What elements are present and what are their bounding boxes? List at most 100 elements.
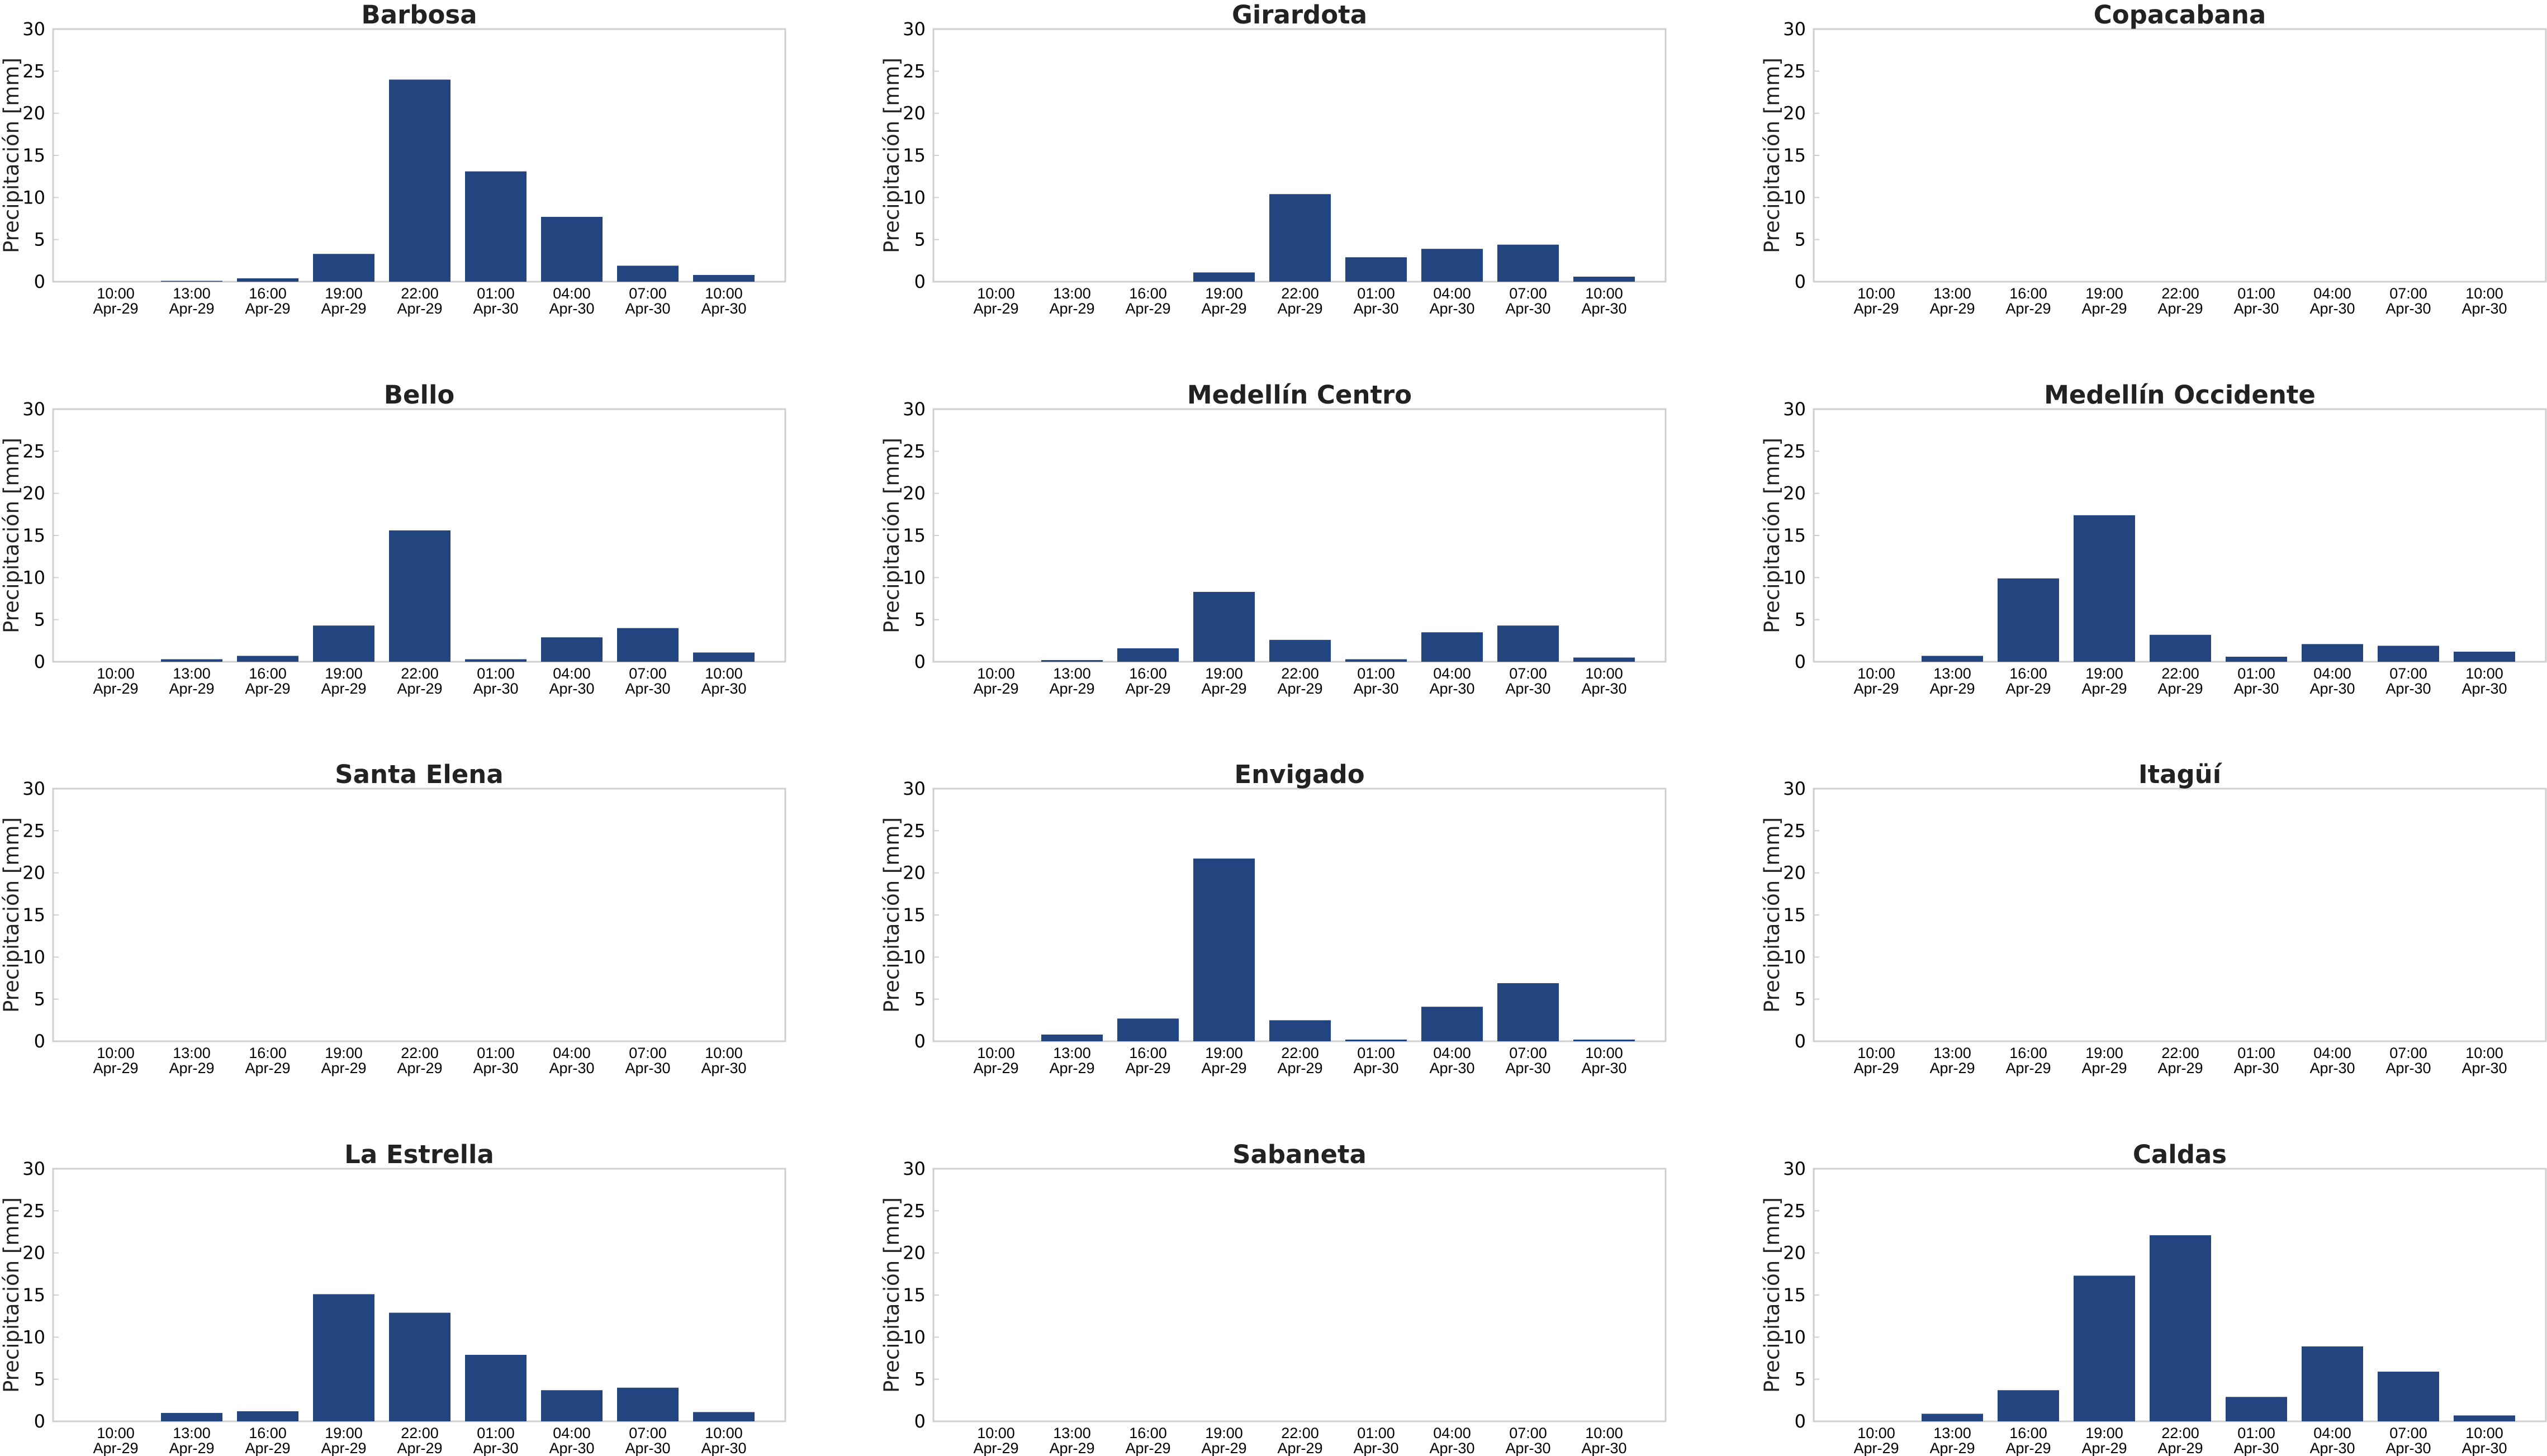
- x-tick-label: 19:00 Apr-29: [321, 1425, 366, 1456]
- x-tick-label: 07:00 Apr-30: [1505, 665, 1550, 697]
- y-tick-label: 30: [22, 778, 45, 799]
- y-tick-label: 10: [903, 567, 926, 588]
- y-tick-label: 25: [22, 1200, 45, 1221]
- x-tick-label: 10:00 Apr-29: [1853, 1425, 1899, 1456]
- chart-title: Caldas: [2133, 1140, 2227, 1169]
- y-tick-label: 5: [1795, 229, 1806, 250]
- subplot: Sabaneta Precipitación [mm] 0 5 10 15 20 25 30 10…: [880, 1140, 1667, 1456]
- x-tick-label: 07:00 Apr-30: [625, 665, 670, 697]
- x-tick-label: 04:00 Apr-30: [549, 665, 594, 697]
- x-tick-label: 10:00 Apr-29: [93, 285, 138, 317]
- y-tick-label: 30: [903, 778, 926, 799]
- x-tick-label: 16:00 Apr-29: [245, 1425, 290, 1456]
- x-tick-label: 07:00 Apr-30: [2385, 285, 2431, 317]
- bar: [1269, 194, 1331, 282]
- y-tick-label: 20: [1783, 483, 1806, 504]
- x-tick-label: 16:00 Apr-29: [1125, 665, 1170, 697]
- x-tick-label: 04:00 Apr-30: [2309, 1045, 2355, 1076]
- x-tick-label: 16:00 Apr-29: [245, 1045, 290, 1076]
- x-tick-label: 07:00 Apr-30: [625, 1425, 670, 1456]
- bar: [1421, 1007, 1483, 1041]
- y-tick-label: 5: [914, 989, 926, 1010]
- x-tick-label: 04:00 Apr-30: [549, 285, 594, 317]
- y-tick-label: 15: [1783, 904, 1806, 926]
- bar: [693, 274, 755, 282]
- bar: [1922, 656, 1983, 662]
- x-tick-label: 07:00 Apr-30: [2385, 1425, 2431, 1456]
- y-tick-label: 20: [22, 483, 45, 504]
- x-tick-label: 13:00 Apr-29: [169, 665, 214, 697]
- bar: [1193, 859, 1255, 1041]
- x-tick-label: 10:00 Apr-29: [973, 1425, 1018, 1456]
- y-tick-label: 15: [1783, 1284, 1806, 1306]
- x-tick-label: 16:00 Apr-29: [2005, 1425, 2051, 1456]
- x-tick-label: 01:00 Apr-30: [2233, 1045, 2279, 1076]
- y-axis-label: Precipitación [mm]: [1760, 438, 1784, 633]
- y-tick-label: 20: [1783, 1242, 1806, 1264]
- bar: [237, 278, 298, 282]
- plot-frame: [52, 788, 786, 1042]
- chart-title: Copacabana: [2094, 0, 2266, 30]
- y-axis-label: Precipitación [mm]: [880, 1197, 904, 1393]
- y-tick-label: 20: [22, 1242, 45, 1264]
- y-tick-label: 0: [914, 1031, 926, 1052]
- x-tick-label: 13:00 Apr-29: [169, 1425, 214, 1456]
- y-tick-label: 30: [1783, 18, 1806, 40]
- bar: [693, 1412, 755, 1421]
- bar: [617, 265, 679, 282]
- chart-title: Barbosa: [361, 0, 477, 30]
- x-tick-label: 22:00 Apr-29: [397, 665, 442, 697]
- y-tick-label: 0: [1795, 271, 1806, 292]
- x-tick-label: 04:00 Apr-30: [2309, 1425, 2355, 1456]
- subplot: Copacabana Precipitación [mm] 0 5 10 15 20 25 30…: [1760, 0, 2547, 317]
- bar: [313, 625, 374, 662]
- bar: [161, 1412, 222, 1421]
- chart-title: La Estrella: [344, 1140, 494, 1169]
- x-tick-label: 13:00 Apr-29: [169, 1045, 214, 1076]
- bar: [541, 1390, 603, 1421]
- x-tick-label: 22:00 Apr-29: [2157, 285, 2203, 317]
- x-tick-label: 07:00 Apr-30: [2385, 1045, 2431, 1076]
- y-tick-label: 10: [1783, 187, 1806, 208]
- x-tick-label: 10:00 Apr-29: [973, 1045, 1018, 1076]
- y-tick-label: 0: [1795, 651, 1806, 672]
- bar: [1041, 660, 1103, 662]
- x-tick-label: 07:00 Apr-30: [1505, 285, 1550, 317]
- y-tick-label: 15: [903, 525, 926, 546]
- x-tick-label: 19:00 Apr-29: [2081, 285, 2127, 317]
- x-tick-label: 04:00 Apr-30: [1429, 285, 1474, 317]
- bar: [1573, 657, 1635, 662]
- x-tick-label: 10:00 Apr-29: [973, 665, 1018, 697]
- bar: [617, 1387, 679, 1421]
- y-tick-label: 10: [22, 567, 45, 588]
- y-tick-label: 5: [1795, 989, 1806, 1010]
- y-axis-label: Precipitación [mm]: [1760, 58, 1784, 253]
- y-tick-label: 25: [1783, 1200, 1806, 1221]
- bar: [1117, 1018, 1179, 1041]
- plot-frame: [932, 1168, 1667, 1422]
- bar: [1345, 257, 1407, 282]
- x-tick-label: 16:00 Apr-29: [2005, 1045, 2051, 1076]
- y-tick-label: 25: [903, 820, 926, 841]
- x-tick-label: 16:00 Apr-29: [245, 285, 290, 317]
- y-tick-label: 15: [903, 145, 926, 166]
- y-tick-label: 5: [914, 229, 926, 250]
- bar: [1497, 983, 1559, 1041]
- bar: [2226, 656, 2287, 662]
- bar: [2454, 651, 2515, 662]
- bar: [389, 1312, 450, 1421]
- y-tick-label: 5: [1795, 609, 1806, 630]
- y-tick-label: 0: [1795, 1031, 1806, 1052]
- bar: [1573, 276, 1635, 282]
- y-tick-label: 5: [34, 1369, 45, 1390]
- bar: [1998, 578, 2059, 662]
- x-tick-label: 01:00 Apr-30: [2233, 665, 2279, 697]
- x-tick-label: 22:00 Apr-29: [1277, 665, 1322, 697]
- subplot: Santa Elena Precipitación [mm] 0 5 10 15 20 25 3…: [0, 760, 786, 1076]
- y-tick-label: 15: [1783, 145, 1806, 166]
- bar: [541, 637, 603, 662]
- y-tick-label: 20: [22, 103, 45, 124]
- x-tick-label: 01:00 Apr-30: [473, 665, 518, 697]
- x-tick-label: 01:00 Apr-30: [1353, 1045, 1398, 1076]
- bar: [389, 79, 450, 282]
